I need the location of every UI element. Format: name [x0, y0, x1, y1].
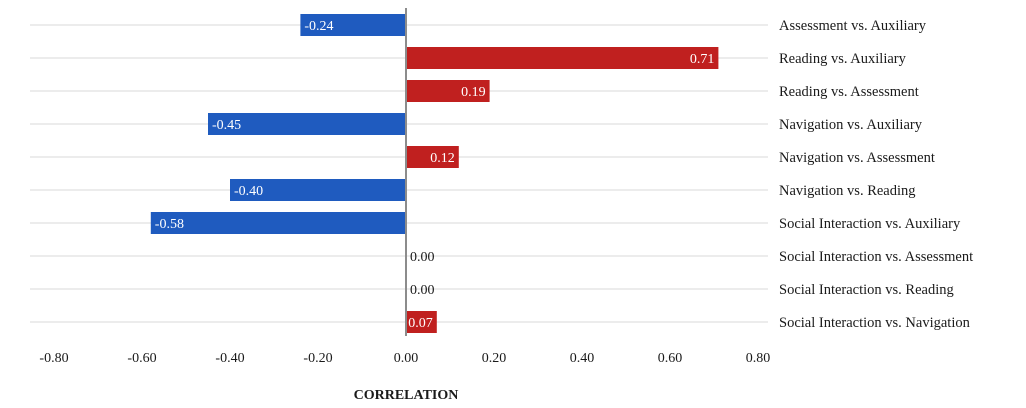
bar-value-label: 0.00: [410, 250, 435, 265]
bar: [406, 311, 437, 333]
bar: [150, 212, 406, 234]
category-label: Navigation vs. Assessment: [779, 150, 935, 166]
x-tick-label: -0.80: [39, 351, 68, 366]
bar: [230, 179, 406, 201]
x-tick-label: -0.20: [303, 351, 332, 366]
category-label: Social Interaction vs. Navigation: [779, 315, 971, 331]
category-label: Assessment vs. Auxiliary: [779, 18, 927, 34]
category-label: Navigation vs. Auxiliary: [779, 117, 923, 133]
bar-value-label: 0.12: [430, 151, 455, 166]
bar-value-labels: -0.24 0.71 0.19 -0.45 0.12 -0.40 -0.58 0.00 0.00…: [155, 19, 715, 331]
bars: [150, 14, 719, 333]
category-label: Navigation vs. Reading: [779, 183, 916, 199]
x-axis-title: CORRELATION: [354, 388, 459, 403]
x-tick-label: 0.40: [570, 351, 595, 366]
category-labels: Assessment vs. Auxiliary Reading vs. Auxi…: [779, 18, 973, 331]
x-tick-label: 0.60: [658, 351, 683, 366]
bar-value-label: 0.00: [410, 283, 435, 298]
x-tick-label: -0.40: [215, 351, 244, 366]
category-label: Reading vs. Auxiliary: [779, 51, 907, 67]
bar-value-label: 0.71: [690, 52, 715, 67]
category-label: Reading vs. Assessment: [779, 84, 919, 100]
category-label: Social Interaction vs. Auxiliary: [779, 216, 961, 232]
bar-value-label: -0.45: [212, 118, 241, 133]
x-tick-label: 0.20: [482, 351, 507, 366]
x-tick-label: 0.80: [746, 351, 771, 366]
bar: [406, 80, 490, 102]
x-tick-label: -0.60: [127, 351, 156, 366]
bar-value-label: -0.58: [155, 217, 184, 232]
bar-value-label: -0.40: [234, 184, 263, 199]
category-label: Social Interaction vs. Reading: [779, 282, 954, 298]
bar: [406, 47, 719, 69]
x-axis-ticks: -0.80 -0.60 -0.40 -0.20 0.00 0.20 0.40 0.60 0.80: [39, 351, 770, 366]
bar: [208, 113, 406, 135]
bar: [406, 146, 459, 168]
category-label: Social Interaction vs. Assessment: [779, 249, 973, 265]
bar: [300, 14, 406, 36]
bar-value-label: -0.24: [304, 19, 333, 34]
bar-value-label: 0.19: [461, 85, 486, 100]
bar-value-label: 0.07: [408, 316, 433, 331]
x-tick-label: 0.00: [394, 351, 419, 366]
gridlines: [30, 24, 768, 323]
